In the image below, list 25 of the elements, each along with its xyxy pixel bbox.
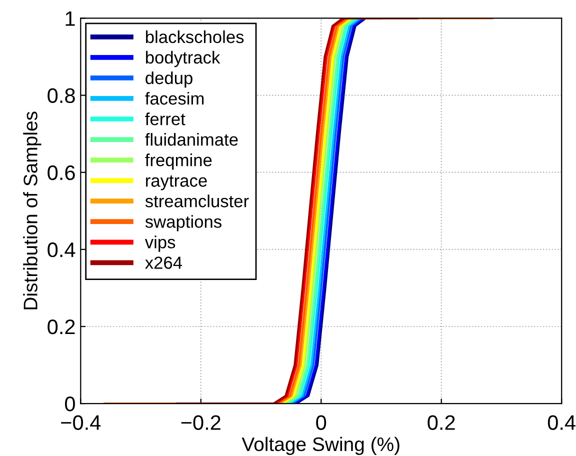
y-tick-label: 0 [65, 396, 75, 412]
legend-label: swaptions [145, 215, 222, 232]
y-axis-title: Distribution of Samples [23, 112, 42, 310]
x-tick-label: 0.2 [428, 415, 455, 430]
legend-label: vips [144, 236, 176, 252]
legend-label: streamcluster [145, 194, 249, 208]
legend-label: dedup [146, 71, 192, 88]
legend-label: blackscholes [146, 30, 244, 44]
y-tick-label: 1 [66, 11, 75, 26]
legend-label: freqmine [145, 154, 212, 170]
legend-label: x264 [145, 256, 182, 269]
legend-label: facesim [145, 92, 204, 105]
legend-label: bodytrack [146, 50, 220, 68]
y-tick-label: 0.2 [48, 319, 75, 334]
y-tick-label: 0.8 [48, 88, 75, 104]
x-tick-label: −0.2 [181, 415, 220, 430]
x-tick-label: −0.4 [61, 415, 101, 430]
legend-label: fluidanimate [145, 133, 238, 146]
y-tick-label: 0.4 [48, 242, 76, 258]
x-tick-label: 0 [316, 415, 326, 430]
y-tick-label: 0.6 [48, 165, 75, 180]
x-tick-label: 0.4 [548, 415, 576, 430]
x-axis-title: Voltage Swing (%) [242, 436, 400, 455]
legend-label: ferret [145, 112, 186, 126]
legend-label: raytrace [146, 175, 207, 190]
